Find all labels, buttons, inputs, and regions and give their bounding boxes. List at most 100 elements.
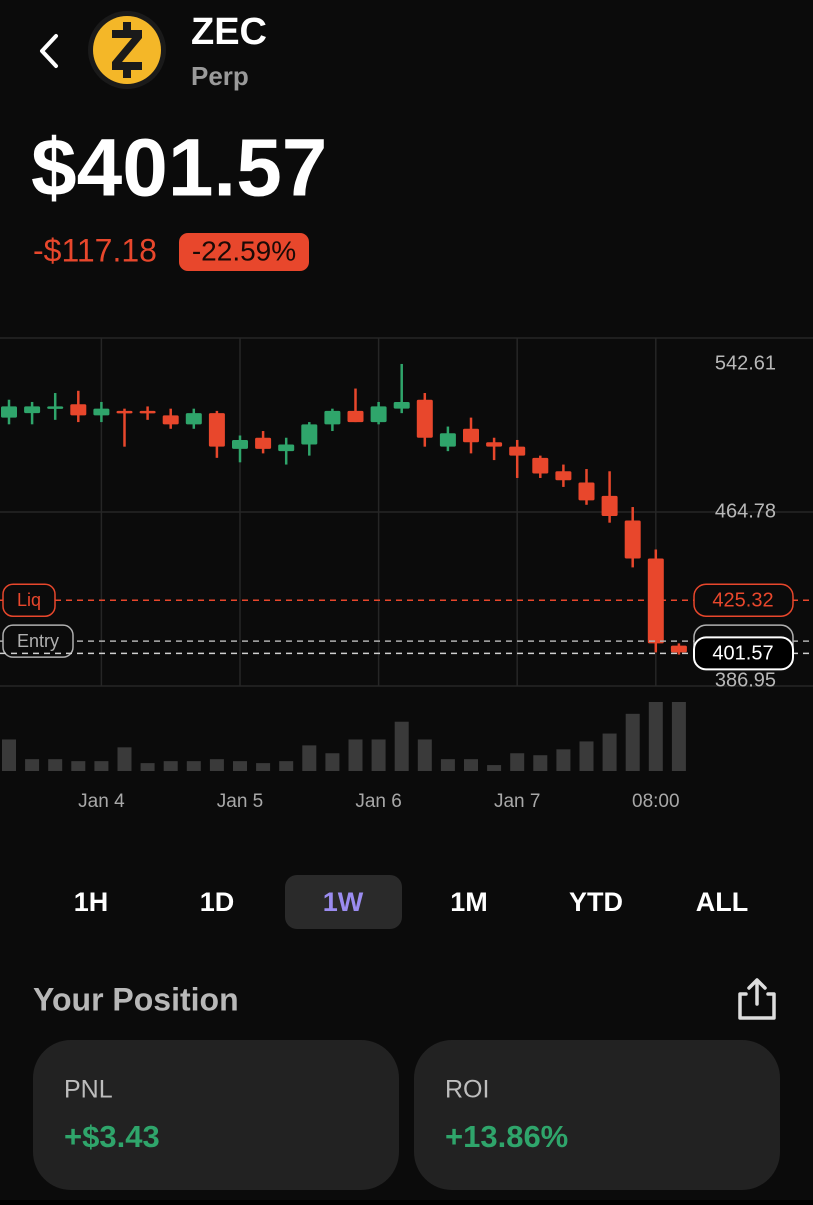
candle-body bbox=[301, 424, 318, 445]
card-value: +$3.43 bbox=[64, 1119, 160, 1154]
volume-bar bbox=[348, 739, 363, 771]
candle-body bbox=[509, 446, 526, 456]
candle-body bbox=[1, 406, 17, 418]
candle-body bbox=[208, 413, 225, 447]
volume-bar bbox=[209, 759, 224, 771]
last-price: 401.57 bbox=[712, 643, 773, 665]
price: $401.57 bbox=[31, 123, 327, 214]
tab-selected-bg bbox=[285, 875, 402, 929]
timeframe-tab[interactable]: 1H bbox=[74, 887, 109, 917]
candle-body bbox=[116, 410, 133, 414]
candle-body bbox=[185, 413, 202, 425]
change-percent: -22.59% bbox=[192, 235, 296, 266]
candle-body bbox=[601, 495, 618, 516]
level-label: Entry bbox=[17, 631, 59, 651]
candle-body bbox=[93, 408, 110, 416]
candle-body bbox=[232, 439, 248, 449]
volume-bar bbox=[394, 721, 409, 771]
volume-bar bbox=[48, 759, 63, 771]
volume-bar bbox=[94, 761, 109, 771]
volume-bar bbox=[71, 761, 86, 771]
x-tick-label: Jan 5 bbox=[217, 791, 263, 812]
card-value: +13.86% bbox=[445, 1119, 568, 1154]
change-badge bbox=[179, 233, 309, 271]
volume-bar bbox=[186, 761, 201, 771]
volume-bar bbox=[325, 753, 340, 771]
volume-bar bbox=[163, 761, 178, 771]
candle-body bbox=[624, 520, 641, 559]
level-value-tag bbox=[693, 583, 794, 617]
card-label: PNL bbox=[64, 1076, 113, 1104]
last-price-tag bbox=[693, 636, 794, 671]
price-change: -$117.18 bbox=[33, 232, 157, 268]
volume-bar bbox=[487, 765, 502, 771]
volume-bar bbox=[140, 763, 155, 771]
volume-bar bbox=[417, 739, 432, 771]
candle-body bbox=[24, 406, 41, 414]
x-tick-label: 08:00 bbox=[632, 791, 680, 812]
volume-bar bbox=[556, 749, 571, 771]
card-label: ROI bbox=[445, 1076, 489, 1104]
timeframe-tabs: 1H 1D 1W 1M YTD ALL bbox=[74, 875, 748, 929]
back-button[interactable] bbox=[40, 34, 58, 68]
timeframe-tab[interactable]: YTD bbox=[569, 887, 623, 917]
volume-bar bbox=[625, 713, 640, 771]
volume-bar bbox=[579, 741, 594, 771]
position-cards: PNL +$3.43 ROI +13.86% bbox=[33, 1040, 780, 1190]
candle-body bbox=[255, 437, 272, 449]
candle-body bbox=[578, 482, 595, 501]
volume-bar bbox=[602, 733, 617, 771]
timeframe-tab[interactable]: ALL bbox=[696, 887, 748, 917]
y-tick-label: 464.78 bbox=[715, 500, 776, 522]
candle-body bbox=[439, 433, 456, 447]
candle-body bbox=[70, 404, 87, 416]
symbol: ZEC bbox=[191, 11, 267, 53]
candle-body bbox=[347, 410, 364, 423]
volume-bar bbox=[302, 745, 317, 771]
y-tick-label: 542.61 bbox=[715, 352, 776, 374]
x-tick-label: Jan 4 bbox=[78, 791, 125, 812]
share-button[interactable] bbox=[738, 978, 776, 1020]
level-tag bbox=[2, 583, 56, 617]
section-title: Your Position bbox=[33, 981, 239, 1017]
volume-bar bbox=[464, 759, 478, 771]
card bbox=[414, 1040, 780, 1190]
candle-body bbox=[463, 428, 479, 443]
market-type: Perp bbox=[191, 61, 249, 91]
level-value: 425.32 bbox=[712, 589, 773, 611]
candle-body bbox=[47, 406, 64, 409]
volume-bar bbox=[117, 747, 132, 771]
candle-body bbox=[139, 410, 156, 414]
candle-body bbox=[486, 442, 503, 447]
y-tick-label: 386.95 bbox=[715, 669, 776, 691]
candle-body bbox=[370, 406, 387, 423]
candle-body bbox=[532, 457, 549, 474]
coin-logo bbox=[88, 11, 166, 89]
volume-bar bbox=[533, 755, 548, 771]
candle-body bbox=[670, 645, 687, 653]
volume-bar bbox=[440, 759, 455, 771]
volume-bar bbox=[233, 761, 247, 771]
volume-bar bbox=[2, 739, 16, 771]
candle-body bbox=[555, 471, 572, 481]
candle-body bbox=[278, 444, 295, 452]
volume-bar bbox=[256, 763, 271, 771]
candle-body bbox=[324, 410, 341, 425]
volume-bar bbox=[671, 702, 686, 771]
chart: Jan 4 Jan 5 Jan 6 Jan 7 08:00 542.61 464.78 386… bbox=[0, 337, 813, 812]
timeframe-tab[interactable]: 1D bbox=[200, 887, 235, 917]
candle-body bbox=[416, 399, 433, 438]
volume-bar bbox=[371, 739, 386, 771]
candle-body bbox=[162, 415, 179, 425]
volume-bar bbox=[279, 761, 294, 771]
volume-bar bbox=[25, 759, 40, 771]
timeframe-tab[interactable]: 1W bbox=[323, 887, 364, 917]
x-tick-label: Jan 7 bbox=[494, 791, 540, 812]
volume-bar bbox=[510, 753, 525, 771]
timeframe-tab[interactable]: 1M bbox=[450, 887, 488, 917]
card bbox=[33, 1040, 399, 1190]
x-tick-label: Jan 6 bbox=[355, 791, 401, 812]
candle-body bbox=[647, 558, 664, 644]
volume-bar bbox=[648, 702, 663, 771]
